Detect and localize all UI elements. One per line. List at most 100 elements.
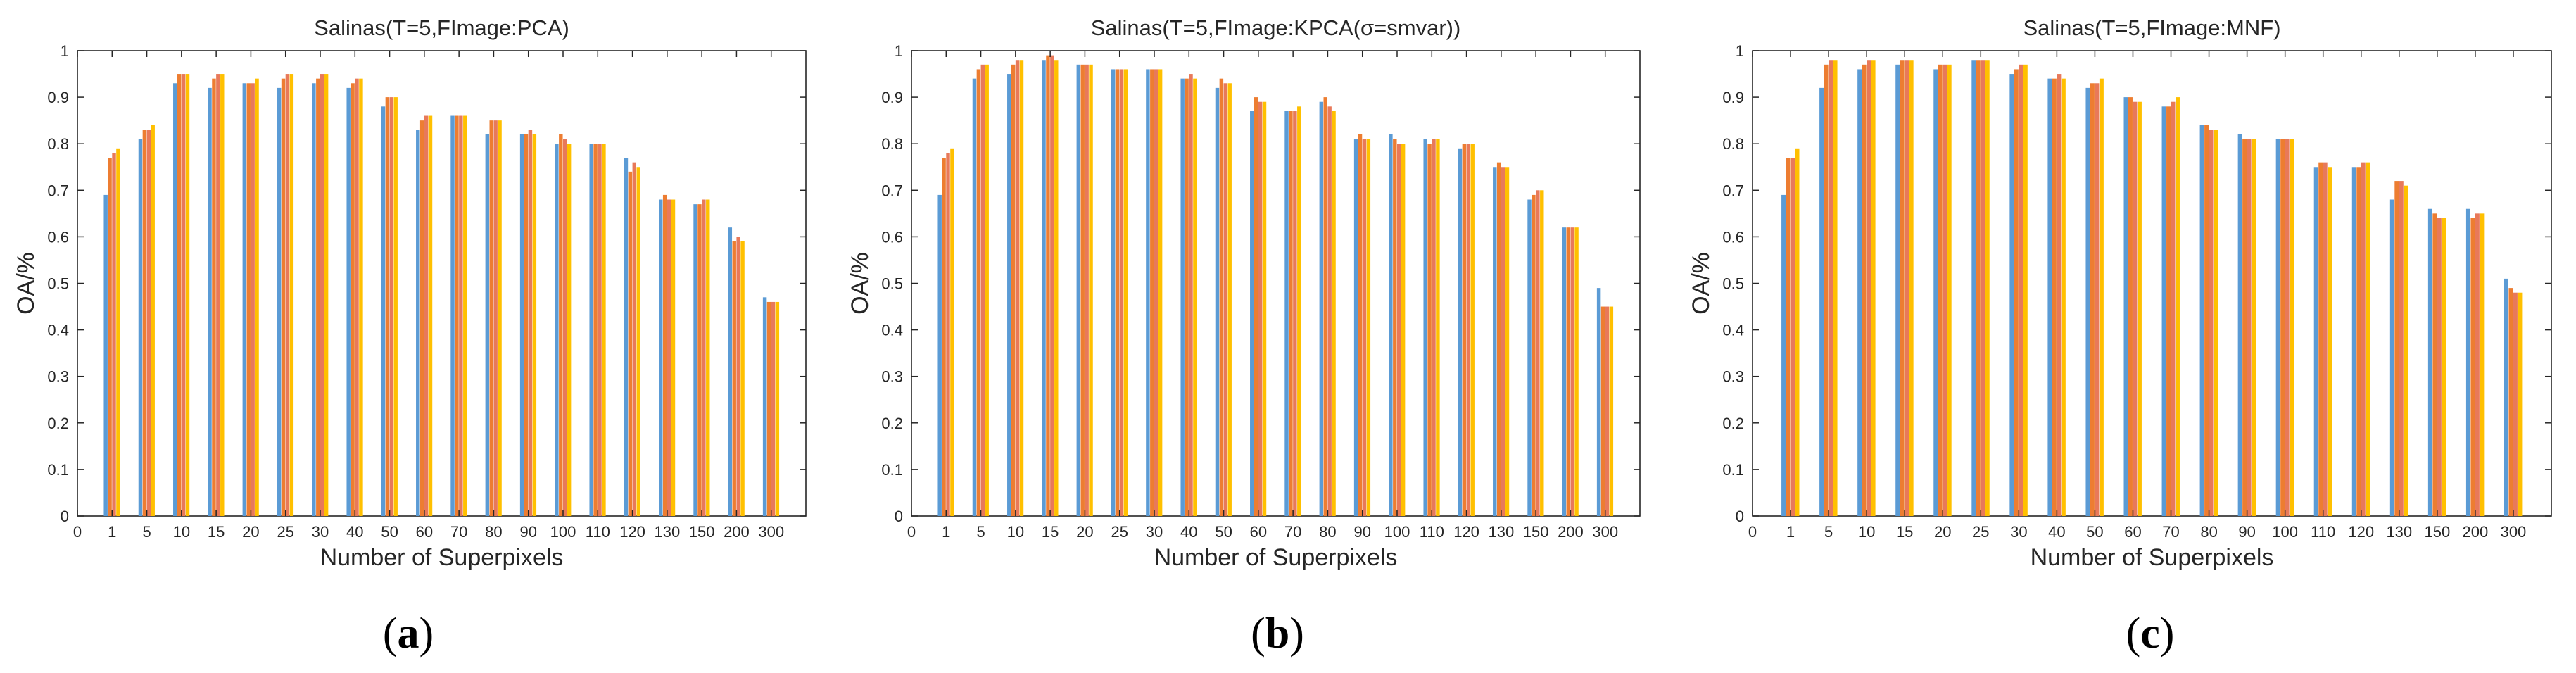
bar-5-series-1 bbox=[972, 78, 977, 516]
bar-50-series-1 bbox=[1215, 87, 1220, 516]
chart-panel-b: 00.10.20.30.40.50.60.70.80.910 1 5 10 15 20 25… bbox=[847, 15, 1641, 658]
bar-120-series-2 bbox=[628, 171, 633, 517]
bar-15-series-3 bbox=[216, 74, 220, 517]
bar-120-series-1 bbox=[1458, 148, 1463, 516]
bar-40-series-1 bbox=[346, 87, 351, 516]
y-tick-label: 0.4 bbox=[881, 322, 903, 339]
bar-25-series-4 bbox=[1985, 60, 1990, 517]
bar-50-series-4 bbox=[2099, 78, 2104, 516]
bar-10-series-2 bbox=[1862, 64, 1867, 516]
bar-40-series-2 bbox=[2052, 78, 2057, 516]
bar-10-series-4 bbox=[1019, 60, 1024, 517]
bar-120-series-1 bbox=[2351, 167, 2356, 516]
x-tick-label: 150 bbox=[1523, 523, 1549, 541]
bar-130-series-2 bbox=[2394, 181, 2399, 516]
panel-caption: (c) bbox=[2126, 610, 2175, 658]
bar-60-series-3 bbox=[2133, 101, 2138, 516]
bar-130-series-4 bbox=[671, 199, 676, 516]
x-tick-label: 25 bbox=[1111, 523, 1128, 541]
y-tick-label: 0.2 bbox=[1722, 415, 1744, 432]
x-tick-label: 20 bbox=[1934, 523, 1951, 541]
bar-25-series-1 bbox=[1111, 69, 1116, 516]
bar-30-series-4 bbox=[324, 74, 329, 517]
bar-20-series-1 bbox=[1933, 69, 1938, 516]
x-tick-label: 30 bbox=[312, 523, 329, 541]
x-tick-label: 1 bbox=[1786, 523, 1795, 541]
bar-150-series-1 bbox=[1527, 199, 1532, 516]
x-tick-label: 5 bbox=[1824, 523, 1833, 541]
y-tick-label: 0.8 bbox=[881, 135, 903, 153]
x-tick-label: 120 bbox=[2348, 523, 2374, 541]
bar-100-series-1 bbox=[1389, 134, 1393, 517]
caption-letter: c bbox=[2140, 610, 2160, 658]
x-tick-label: 0 bbox=[907, 523, 916, 541]
bar-120-series-3 bbox=[632, 162, 637, 516]
bar-120-series-4 bbox=[1470, 144, 1475, 516]
bar-10-series-4 bbox=[1871, 60, 1876, 517]
bar-150-series-3 bbox=[1536, 190, 1540, 516]
bar-80-series-4 bbox=[1332, 111, 1336, 516]
bar-40-series-3 bbox=[355, 78, 359, 516]
bar-1-series-4 bbox=[116, 148, 120, 516]
bar-150-series-4 bbox=[706, 199, 710, 516]
bar-110-series-2 bbox=[2318, 162, 2323, 516]
bar-200-series-2 bbox=[1566, 227, 1570, 516]
bar-120-series-2 bbox=[1462, 144, 1467, 516]
bar-70-series-2 bbox=[455, 115, 459, 517]
bar-200-series-2 bbox=[2470, 218, 2475, 516]
y-tick-label: 0.3 bbox=[1722, 368, 1744, 386]
bar-25-series-3 bbox=[1981, 60, 1985, 517]
bar-70-series-1 bbox=[450, 115, 455, 517]
caption-letter: a bbox=[398, 610, 419, 658]
bar-90-series-1 bbox=[519, 134, 524, 517]
bar-10-series-1 bbox=[1007, 74, 1011, 517]
y-tick-label: 0.1 bbox=[47, 461, 69, 479]
bar-80-series-1 bbox=[1319, 101, 1324, 516]
bar-90-series-4 bbox=[532, 134, 537, 517]
bar-40-series-2 bbox=[351, 83, 355, 516]
bar-20-series-1 bbox=[1076, 64, 1081, 516]
bar-130-series-1 bbox=[1493, 167, 1497, 516]
bar-120-series-3 bbox=[1466, 144, 1471, 516]
bar-100-series-1 bbox=[2275, 139, 2280, 517]
bar-120-series-3 bbox=[2361, 162, 2366, 516]
bar-70-series-4 bbox=[1297, 106, 1301, 516]
bar-1-series-1 bbox=[937, 194, 942, 516]
x-tick-label: 25 bbox=[1972, 523, 1989, 541]
y-axis-label: OA/% bbox=[1688, 252, 1715, 315]
bar-200-series-1 bbox=[728, 227, 733, 516]
x-tick-label: 30 bbox=[2010, 523, 2027, 541]
bar-40-series-4 bbox=[2061, 78, 2066, 516]
y-tick-label: 0 bbox=[1736, 508, 1744, 525]
bar-30-series-1 bbox=[312, 83, 316, 516]
bar-25-series-3 bbox=[1119, 69, 1124, 516]
caption-open-paren: ( bbox=[1251, 610, 1265, 658]
bar-90-series-3 bbox=[1362, 139, 1367, 517]
x-tick-label: 150 bbox=[689, 523, 715, 541]
bar-90-series-2 bbox=[1358, 134, 1363, 517]
bar-60-series-4 bbox=[2137, 101, 2142, 516]
bar-20-series-3 bbox=[251, 83, 255, 516]
bar-50-series-3 bbox=[389, 97, 394, 517]
bar-70-series-3 bbox=[1293, 111, 1297, 516]
bar-300-series-4 bbox=[2518, 292, 2523, 516]
bar-30-series-4 bbox=[2023, 64, 2028, 516]
bar-200-series-4 bbox=[1574, 227, 1579, 516]
bar-60-series-2 bbox=[419, 120, 424, 516]
bar-15-series-4 bbox=[1909, 60, 1914, 517]
bar-15-series-3 bbox=[1050, 55, 1054, 517]
bar-30-series-4 bbox=[1158, 69, 1163, 516]
caption-close-paren: ) bbox=[2160, 610, 2175, 658]
bar-300-series-1 bbox=[2504, 278, 2508, 516]
bar-150-series-4 bbox=[1540, 190, 1544, 516]
x-tick-label: 90 bbox=[2238, 523, 2255, 541]
x-tick-label: 80 bbox=[1319, 523, 1336, 541]
bar-30-series-3 bbox=[2019, 64, 2023, 516]
x-tick-label: 70 bbox=[450, 523, 467, 541]
y-tick-label: 0.1 bbox=[881, 461, 903, 479]
bar-300-series-4 bbox=[775, 301, 780, 516]
x-tick-label: 70 bbox=[1284, 523, 1301, 541]
bar-15-series-4 bbox=[1054, 60, 1059, 517]
bar-50-series-3 bbox=[1223, 83, 1228, 516]
x-tick-label: 40 bbox=[346, 523, 363, 541]
